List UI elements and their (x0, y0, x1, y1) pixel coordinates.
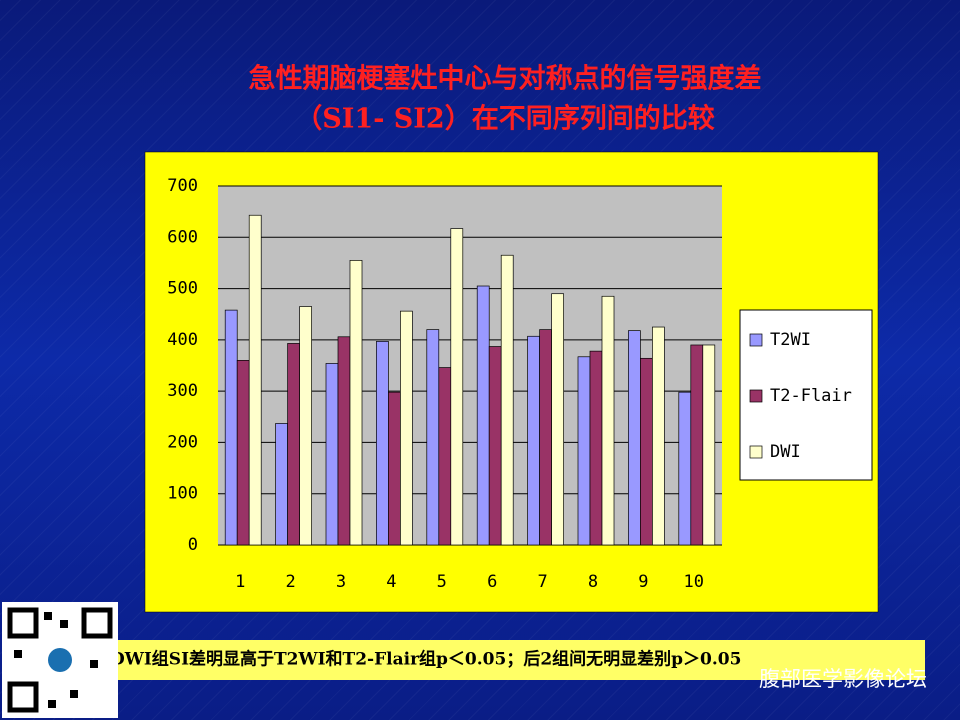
y-tick-label: 600 (167, 227, 198, 247)
y-tick-label: 400 (167, 330, 198, 350)
bar (702, 344, 716, 546)
bar (275, 423, 288, 546)
bar (551, 293, 564, 546)
bar (476, 285, 490, 546)
y-tick-label: 100 (167, 484, 198, 504)
x-tick-label: 5 (437, 572, 447, 592)
bar (678, 391, 692, 546)
bar (640, 357, 653, 546)
bar (628, 330, 641, 546)
bar (400, 310, 413, 546)
x-tick-label: 2 (285, 572, 295, 592)
y-tick-label: 200 (167, 432, 198, 452)
x-tick-label: 10 (684, 572, 704, 592)
bar (299, 306, 312, 546)
legend-label: T2-Flair (770, 386, 852, 406)
x-tick-label: 4 (386, 572, 396, 592)
bar (589, 350, 603, 546)
legend-swatch (749, 389, 763, 403)
x-tick-label: 9 (638, 572, 648, 592)
x-tick-label: 8 (588, 572, 598, 592)
legend-label: T2WI (770, 330, 811, 350)
qr-code (2, 602, 118, 718)
bar (450, 228, 464, 546)
bar (577, 356, 591, 546)
y-tick-label: 500 (167, 279, 198, 299)
caption-box (100, 640, 925, 680)
x-tick-label: 1 (235, 572, 245, 592)
bar (224, 309, 238, 546)
bar (376, 341, 389, 546)
x-tick-label: 6 (487, 572, 497, 592)
bar (690, 344, 704, 546)
bar (527, 335, 540, 546)
bar (337, 336, 351, 546)
legend-swatch (749, 445, 763, 459)
chart-subtitle: （SI1- SI2）在不同序列间的比较 (295, 103, 714, 135)
y-tick-label: 300 (167, 381, 198, 401)
y-tick-label: 0 (188, 535, 198, 555)
watermark: 腹部医学影像论坛 (759, 667, 927, 691)
bar (601, 295, 615, 546)
bar (652, 326, 665, 546)
bar (325, 363, 339, 546)
chart-title: 急性期脑梗塞灶中心与对称点的信号强度差 (249, 63, 762, 95)
caption: DWI组SI差明显高于T2WI和T2-Flair组p＜0.05；后2组间无明显差… (110, 649, 741, 670)
bar (236, 360, 250, 546)
legend-swatch (749, 333, 763, 347)
x-tick-label: 3 (336, 572, 346, 592)
legend-label: DWI (770, 442, 801, 462)
bar (349, 260, 363, 546)
y-tick-label: 700 (167, 176, 198, 196)
bar (388, 391, 401, 546)
bar (287, 343, 300, 546)
bar (426, 329, 440, 546)
bar (248, 214, 262, 546)
bar (539, 329, 552, 546)
bar (488, 346, 502, 546)
bar (500, 254, 514, 546)
bar (438, 367, 452, 546)
x-tick-label: 7 (537, 572, 547, 592)
